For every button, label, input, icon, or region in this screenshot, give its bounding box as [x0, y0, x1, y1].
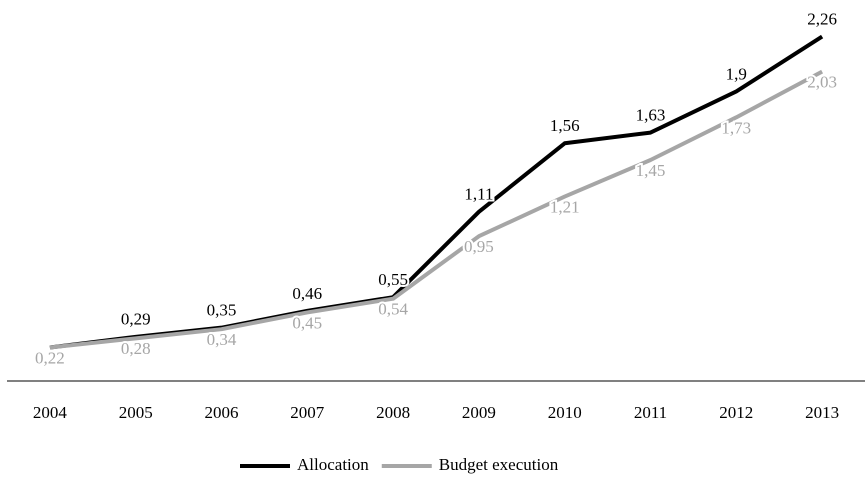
data-label: 2,26 [807, 9, 837, 28]
data-label: 1,56 [550, 116, 580, 135]
x-tick-label: 2007 [290, 403, 325, 422]
x-tick-label: 2013 [805, 403, 839, 422]
data-label: 0,29 [121, 310, 151, 329]
data-label: 0,35 [207, 301, 237, 320]
data-label: 1,11 [464, 185, 493, 204]
x-tick-label: 2008 [376, 403, 410, 422]
data-label: 0,28 [121, 339, 151, 358]
data-label: 1,21 [550, 198, 580, 217]
x-tick-label: 2005 [119, 403, 153, 422]
legend-label: Budget execution [439, 455, 559, 474]
data-label: 0,22 [35, 348, 65, 367]
series-line [49, 34, 824, 350]
data-label: 0,34 [207, 330, 237, 349]
series-line [49, 69, 824, 350]
data-label: 0,54 [378, 300, 408, 319]
x-tick-label: 2009 [462, 403, 496, 422]
x-tick-label: 2006 [205, 403, 239, 422]
legend-label: Allocation [297, 455, 369, 474]
data-label: 0,95 [464, 237, 494, 256]
data-label: 0,46 [292, 284, 322, 303]
data-label: 2,03 [807, 73, 837, 92]
data-label: 1,9 [726, 64, 747, 83]
data-label: 1,73 [721, 118, 751, 137]
x-tick-label: 2010 [548, 403, 582, 422]
data-label: 1,45 [636, 161, 666, 180]
data-label: 1,63 [636, 105, 666, 124]
data-label: 0,55 [378, 270, 408, 289]
data-label: 0,45 [292, 313, 322, 332]
x-tick-label: 2011 [634, 403, 667, 422]
x-tick-label: 2012 [719, 403, 753, 422]
x-tick-label: 2004 [33, 403, 68, 422]
